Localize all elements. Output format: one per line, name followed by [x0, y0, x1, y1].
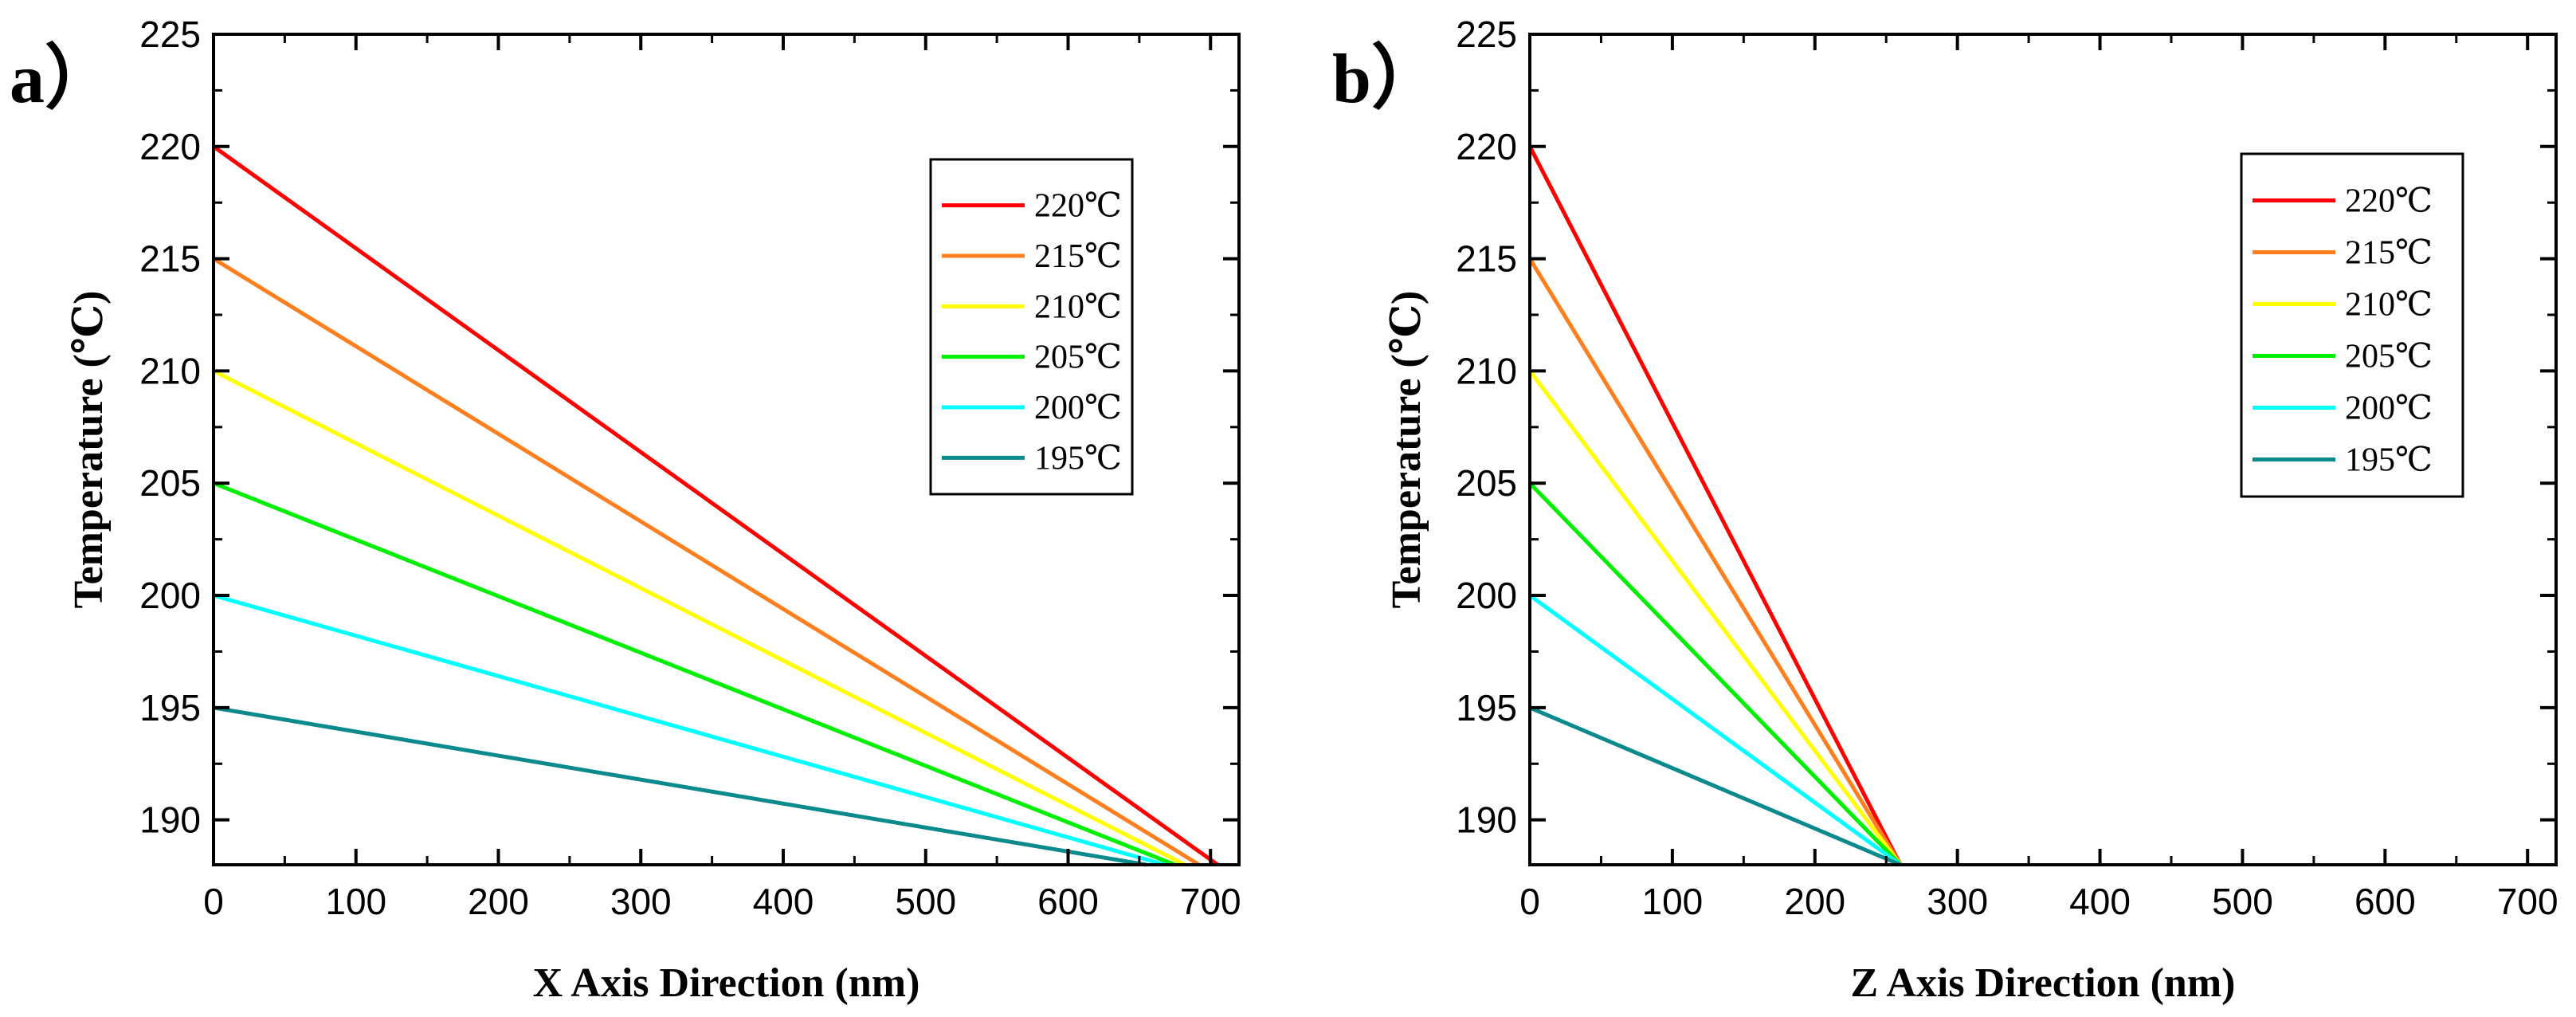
panel-a-x-tick-label: 200	[468, 881, 529, 922]
panel-b-y-axis-title: Temperature (℃)	[1384, 291, 1429, 609]
panel-b-plot-frame	[1528, 33, 2558, 866]
panel-b-y-tick-label: 220	[1456, 126, 1517, 167]
panel-b-y-tick-label: 200	[1456, 575, 1517, 616]
panel-a-legend-label-3: 205℃	[1034, 340, 1122, 376]
panel-b-legend-label-4: 200℃	[2345, 391, 2433, 427]
panel-b-x-tick-label: 100	[1642, 881, 1704, 922]
panel-a-series-line-2	[212, 369, 1186, 867]
panel-a-panel-label: a）	[10, 41, 115, 118]
panel-a-series-line-4	[213, 593, 1166, 867]
panel-a-y-tick-label: 215	[139, 238, 201, 280]
panel-b-y-tick-label: 210	[1456, 350, 1517, 391]
panel-a-x-axis-title: X Axis Direction (nm)	[533, 960, 920, 1006]
panel-b-y-tick-label: 195	[1456, 687, 1517, 728]
panel-a-legend-label-1: 215℃	[1034, 238, 1122, 275]
panel-a-x-tick-label: 0	[203, 881, 224, 922]
panel-a-y-tick-label: 210	[139, 350, 201, 391]
panel-b-x-tick-label: 500	[2212, 881, 2273, 922]
panel-a-legend-label-4: 200℃	[1034, 390, 1122, 426]
panel-a-legend-label-2: 210℃	[1034, 289, 1122, 325]
panel-b-series-line-1	[1527, 257, 1903, 866]
panel-a-series-line-1	[212, 257, 1201, 867]
panel-b-series-line-3	[1528, 481, 1902, 866]
panel-b-x-tick-label: 600	[2354, 881, 2416, 922]
panel-b-x-axis-title: Z Axis Direction (nm)	[1851, 960, 2236, 1006]
panel-a-x-tick-label: 700	[1180, 881, 1241, 922]
panel-b-x-tick-label: 400	[2069, 881, 2131, 922]
panel-b-chart: 0 100 200 300 400 500 600 700 190 195 200 205 210 215…	[1332, 14, 2558, 1006]
panel-a-y-tick-label: 200	[139, 575, 201, 616]
panel-a-y-tick-label: 195	[139, 687, 201, 728]
panel-b-series-line-2	[1528, 369, 1903, 866]
panel-b-x-tick-label: 200	[1784, 881, 1845, 922]
panel-b-legend-label-0: 220℃	[2345, 183, 2433, 220]
panel-a-x-tick-label: 400	[753, 881, 814, 922]
panel-a-y-tick-label: 220	[139, 126, 201, 167]
panel-b-y-tick-label: 225	[1456, 14, 1517, 55]
panel-a-y-tick-label: 190	[139, 799, 201, 841]
panel-b-series-line-4	[1528, 594, 1902, 867]
panel-a-series-line-5	[213, 705, 1147, 867]
panel-a-x-tick-label: 600	[1037, 881, 1099, 922]
panel-b-legend-label-2: 210℃	[2345, 287, 2433, 324]
panel-b-x-tick-label: 0	[1519, 881, 1540, 922]
panel-a-legend-box	[929, 158, 1134, 496]
panel-a-x-tick-label: 100	[325, 881, 386, 922]
panel-a-y-tick-label: 205	[139, 462, 201, 504]
panel-b-y-tick-label: 190	[1456, 799, 1517, 841]
panel-b-series-line-0	[1527, 145, 1903, 866]
panel-a-legend-label-0: 220℃	[1034, 188, 1122, 225]
panel-b-x-tick-label: 300	[1927, 881, 1988, 922]
panel-a-plot-frame	[212, 33, 1241, 866]
panel-a-series-line-3	[213, 481, 1176, 867]
panel-b-legend-label-3: 205℃	[2345, 339, 2433, 375]
panel-a-y-axis-title: Temperature (℃)	[66, 291, 112, 609]
panel-b-panel-label: b）	[1332, 41, 1441, 118]
panel-b-y-tick-label: 205	[1456, 462, 1517, 504]
panel-b-legend-label-1: 215℃	[2345, 235, 2433, 272]
panel-a-y-tick-label: 225	[139, 14, 201, 55]
panel-a-chart: 0 100 200 300 400 500 600 700 190 195 200 205 210 215…	[10, 14, 1241, 1006]
panel-b-y-tick-label: 215	[1456, 238, 1517, 280]
panel-a-x-tick-label: 500	[895, 881, 956, 922]
panel-b-series-line-5	[1529, 705, 1902, 867]
panel-a-series-line-0	[212, 144, 1219, 867]
panel-b-legend-label-5: 195℃	[2345, 442, 2433, 479]
panel-a-x-tick-label: 300	[610, 881, 672, 922]
panel-b-legend-box	[2240, 152, 2464, 498]
panel-a-legend-label-5: 195℃	[1034, 440, 1122, 477]
panel-b-x-tick-label: 700	[2497, 881, 2558, 922]
